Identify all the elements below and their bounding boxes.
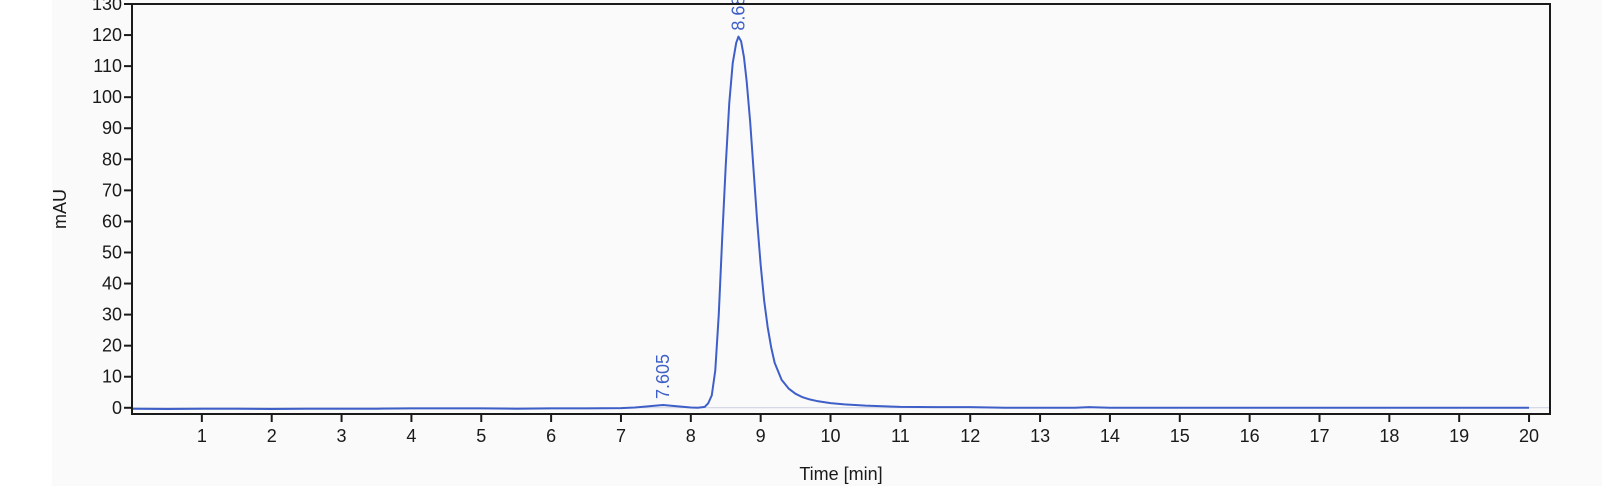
x-tick-label: 6	[546, 426, 556, 446]
y-tick-label: 70	[102, 180, 122, 200]
x-tick-label: 3	[337, 426, 347, 446]
x-tick-label: 19	[1449, 426, 1469, 446]
y-tick-label: 100	[92, 87, 122, 107]
x-axis-label: Time [min]	[799, 464, 882, 484]
y-tick-label: 80	[102, 149, 122, 169]
x-tick-label: 5	[476, 426, 486, 446]
x-tick-label: 18	[1379, 426, 1399, 446]
peak-label: 7.605	[653, 354, 673, 399]
x-tick-label: 8	[686, 426, 696, 446]
x-tick-label: 17	[1309, 426, 1329, 446]
chromatogram-trace	[131, 35, 1530, 411]
x-tick-label: 13	[1030, 426, 1050, 446]
x-tick-label: 9	[756, 426, 766, 446]
x-tick-label: 10	[821, 426, 841, 446]
y-tick-label: 90	[102, 118, 122, 138]
x-tick-label: 14	[1100, 426, 1120, 446]
x-tick-label: 15	[1170, 426, 1190, 446]
x-tick-label: 11	[891, 426, 910, 446]
x-tick-label: 20	[1519, 426, 1539, 446]
x-tick-label: 16	[1240, 426, 1260, 446]
y-tick-label: 0	[112, 398, 122, 418]
y-axis: 0 10 20 30 40 50 60 70 80 90 100 110 120 130	[92, 0, 132, 418]
plot-background	[52, 0, 1602, 486]
x-tick-label: 12	[960, 426, 980, 446]
y-tick-label: 120	[92, 25, 122, 45]
peak-label: 8.682	[728, 0, 748, 31]
y-axis-label: mAU	[50, 189, 70, 229]
y-tick-label: 30	[102, 305, 122, 325]
x-tick-label: 1	[197, 426, 207, 446]
x-tick-label: 4	[406, 426, 416, 446]
y-tick-label: 110	[93, 56, 122, 76]
peak-annotations: 7.605 8.682	[653, 0, 748, 399]
y-tick-label: 20	[102, 336, 122, 356]
y-tick-label: 50	[102, 242, 122, 262]
y-tick-label: 60	[102, 211, 122, 231]
plot-frame	[131, 3, 1551, 415]
y-tick-label: 10	[102, 367, 122, 387]
y-tick-label: 40	[102, 274, 122, 294]
x-tick-label: 2	[267, 426, 277, 446]
x-axis: 1 2 3 4 5 6 7 8 9 10 11 12 13 14 15 16 17 18 19 20	[197, 414, 1539, 446]
y-tick-label: 130	[92, 0, 122, 14]
x-tick-label: 7	[616, 426, 626, 446]
series-layer	[131, 35, 1530, 411]
